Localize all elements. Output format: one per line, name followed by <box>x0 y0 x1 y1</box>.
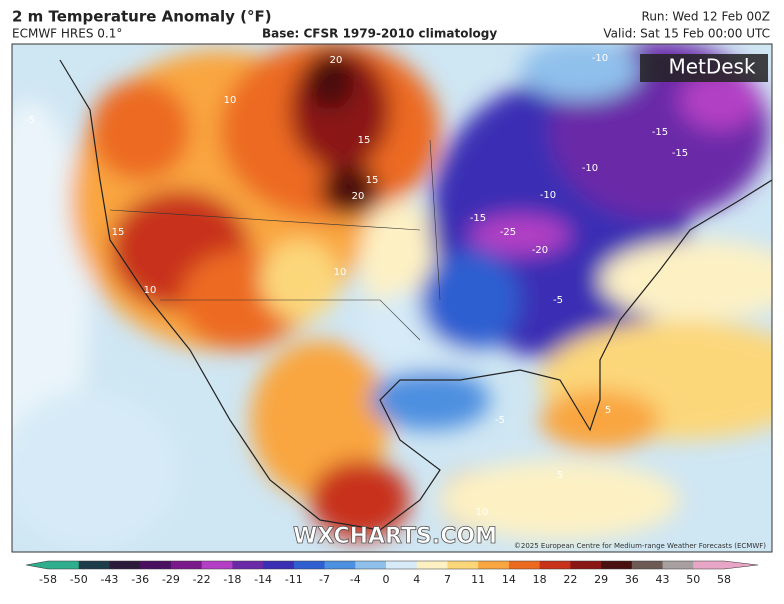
contour-label: 15 <box>366 175 379 186</box>
colorbar-label: 4 <box>413 573 420 586</box>
colorbar-label: 29 <box>594 573 608 586</box>
colorbar-label: 11 <box>471 573 485 586</box>
colorbar-arrow <box>724 561 758 569</box>
colorbar-segment <box>293 561 326 569</box>
colorbar-label: 58 <box>717 573 731 586</box>
contour-label: -10 <box>592 53 608 64</box>
colorbar-segment <box>631 561 664 569</box>
logo-box <box>640 54 768 82</box>
colorbar-segment <box>601 561 633 569</box>
colorbar-label: 18 <box>533 573 547 586</box>
colorbar-segment <box>48 561 80 569</box>
contour-label: 15 <box>112 227 125 238</box>
colorbar-segment <box>263 561 295 569</box>
contour-label: 5 <box>605 405 611 416</box>
model: ECMWF HRES 0.1° <box>12 27 122 41</box>
colorbar-segment <box>355 561 387 569</box>
anomaly-field <box>12 44 772 550</box>
colorbar-label: 36 <box>625 573 639 586</box>
contour-label: 5 <box>557 470 563 481</box>
contour-label: 10 <box>476 507 489 518</box>
colorbar: -58 -50 -43 -36 -29 -22 -18 -14 -11 -7 -4 0 4 7 11 14 18… <box>25 560 759 586</box>
colorbar-segment <box>662 561 694 569</box>
logo: MetDesk <box>668 55 756 79</box>
contour-label: -15 <box>672 148 688 159</box>
colorbar-label: -43 <box>100 573 118 586</box>
colorbar-segment <box>447 561 479 569</box>
colorbar-segment <box>324 561 356 569</box>
colorbar-label: 50 <box>686 573 700 586</box>
contour-label: 10 <box>144 285 157 296</box>
colorbar-label: 43 <box>656 573 670 586</box>
credit: ©2025 European Centre for Medium-range W… <box>514 542 766 550</box>
colorbar-outline <box>25 560 759 570</box>
contour-label: -20 <box>532 245 548 256</box>
contour-label: -25 <box>500 227 516 238</box>
contour-label: -10 <box>582 163 598 174</box>
contour-label: -5 <box>495 415 505 426</box>
colorbar-label: -50 <box>70 573 88 586</box>
contour-label: 15 <box>358 135 371 146</box>
contour-label: 10 <box>334 267 347 278</box>
colorbar-segment <box>693 561 725 569</box>
contour-label: 10 <box>224 95 237 106</box>
colorbar-label: -22 <box>193 573 211 586</box>
valid: Valid: Sat 15 Feb 00:00 UTC <box>603 27 770 41</box>
colorbar-label: -29 <box>162 573 180 586</box>
contour-labels: 2015201510101510-15-25-20-10-10-15-15-10… <box>25 53 688 518</box>
colorbar-segment <box>232 561 264 569</box>
colorbar-segment <box>539 561 571 569</box>
title: 2 m Temperature Anomaly (°F) <box>12 8 272 26</box>
colorbar-arrow <box>26 561 48 569</box>
base: Base: CFSR 1979-2010 climatology <box>262 27 497 41</box>
contour-label: -15 <box>652 127 668 138</box>
contour-label: 20 <box>352 191 365 202</box>
colorbar-label: 14 <box>502 573 516 586</box>
borders <box>109 139 441 341</box>
colorbar-label: -58 <box>39 573 57 586</box>
colorbar-segment <box>416 561 448 569</box>
colorbar-segment <box>386 561 418 569</box>
colorbar-label: -14 <box>254 573 272 586</box>
coastline <box>59 59 772 531</box>
contour-label: 20 <box>330 55 343 66</box>
colorbar-label: -18 <box>223 573 241 586</box>
map: 2015201510101510-15-25-20-10-10-15-15-10… <box>12 44 772 552</box>
colorbar-label: -36 <box>131 573 149 586</box>
colorbar-segment <box>109 561 141 569</box>
colorbar-label: 0 <box>383 573 390 586</box>
colorbar-label: -7 <box>319 573 330 586</box>
colorbar-label: 7 <box>444 573 451 586</box>
colorbar-segment <box>508 561 541 569</box>
contour-label: -10 <box>540 190 556 201</box>
colorbar-segment <box>201 561 233 569</box>
colorbar-segment <box>170 561 203 569</box>
run: Run: Wed 12 Feb 00Z <box>642 10 770 24</box>
map-frame <box>11 43 773 553</box>
colorbar-segment <box>140 561 172 569</box>
colorbar-label: -11 <box>285 573 303 586</box>
colorbar-segment <box>78 561 110 569</box>
watermark: WXCHARTS.COM <box>293 524 497 549</box>
colorbar-label: -4 <box>350 573 361 586</box>
colorbar-label: 22 <box>563 573 577 586</box>
contour-label: -5 <box>25 115 35 126</box>
contour-label: -15 <box>470 213 486 224</box>
contour-label: -5 <box>553 295 563 306</box>
colorbar-segment <box>570 561 602 569</box>
colorbar-segment <box>478 561 510 569</box>
